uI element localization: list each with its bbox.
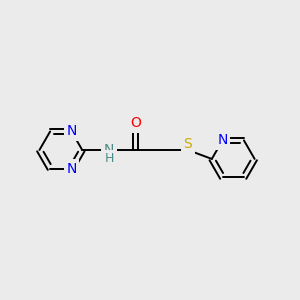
Text: S: S — [183, 137, 192, 151]
Text: N: N — [104, 143, 114, 157]
Text: N: N — [66, 124, 77, 139]
Text: H: H — [104, 152, 114, 165]
Text: N: N — [66, 161, 77, 176]
Text: O: O — [130, 116, 141, 130]
Text: N: N — [217, 134, 228, 147]
